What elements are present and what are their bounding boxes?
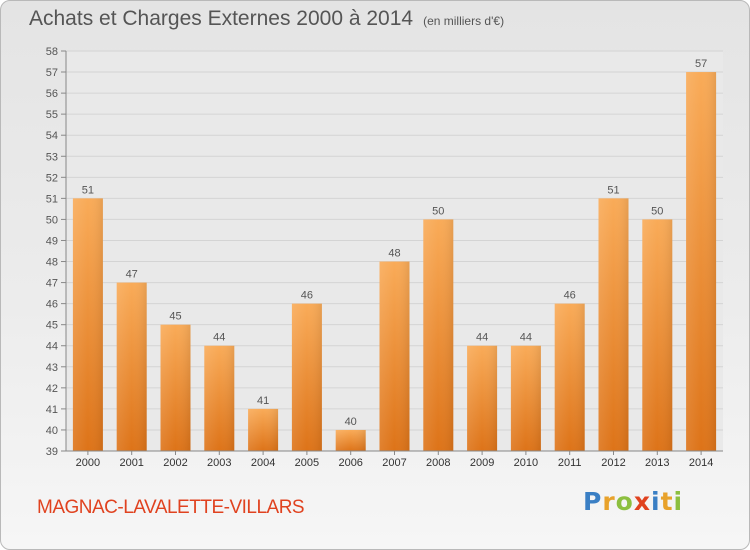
data-label: 50 [432,205,444,217]
y-tick-label: 47 [46,278,58,290]
logo-letter: i [651,487,661,516]
bar-shine [72,198,103,451]
data-label: 45 [169,311,181,323]
chart-subtitle: (en milliers d'€) [423,14,505,28]
bar-shine [204,345,235,451]
y-tick-label: 46 [46,299,58,311]
x-tick-label: 2010 [514,457,538,469]
x-tick-label: 2008 [426,457,450,469]
bar-shine [598,198,629,451]
x-tick-label: 2009 [470,457,494,469]
bar-shine [379,261,410,451]
y-tick-label: 57 [46,67,58,79]
bar-shine [116,282,147,451]
y-tick-label: 43 [46,362,58,374]
y-tick-label: 58 [46,46,58,58]
bar-shine [686,72,717,451]
data-label: 47 [126,269,138,281]
y-tick-label: 39 [46,446,58,458]
bar-shine [248,408,279,451]
y-tick-label: 54 [46,130,58,142]
logo-letter: i [673,487,684,516]
proxiti-logo[interactable]: Proxiti [583,487,683,516]
y-tick-label: 55 [46,109,58,121]
title-text: Achats et Charges Externes 2000 à 2014 [29,7,414,30]
data-label: 46 [564,290,576,302]
x-tick-label: 2007 [382,457,406,469]
data-label: 46 [301,290,313,302]
data-label: 51 [82,184,94,196]
labels-layer: 51 47 45 44 41 46 40 48 50 44 44 46 51 50 57 [82,58,707,428]
x-tick-label: 2006 [338,457,362,469]
logo-letter: o [615,487,634,516]
y-tick-label: 52 [46,172,58,184]
bar-shine [423,219,454,451]
y-tick-label: 53 [46,151,58,163]
chart-title: Achats et Charges Externes 2000 à 2014 (e… [29,7,504,31]
bar-shine [335,429,366,451]
data-label: 44 [476,332,488,344]
x-tick-label: 2001 [119,457,143,469]
x-tick-label: 2002 [163,457,187,469]
y-tick-label: 56 [46,88,58,100]
y-tick-label: 48 [46,257,58,269]
bars-layer [72,72,717,451]
logo-letter: r [602,487,616,516]
x-tick-label: 2014 [689,457,713,469]
logo-letter: x [633,487,651,516]
data-label: 44 [213,332,225,344]
data-label: 44 [520,332,532,344]
bar-shine [160,324,191,451]
bar-shine [510,345,541,451]
y-tick-label: 42 [46,383,58,395]
data-label: 51 [607,184,619,196]
x-tick-label: 2012 [601,457,625,469]
y-tick-label: 51 [46,193,58,205]
data-label: 41 [257,395,269,407]
x-tick-label: 2011 [558,457,582,469]
data-label: 40 [345,416,357,428]
y-tick-label: 50 [46,214,58,226]
bar-shine [642,219,673,451]
x-tick-label: 2000 [76,457,100,469]
x-tick-label: 2004 [251,457,275,469]
bar-shine [554,303,585,451]
x-tick-label: 2005 [295,457,319,469]
x-tick-label: 2003 [207,457,231,469]
y-tick-label: 45 [46,320,58,332]
bar-shine [291,303,322,451]
commune-name: MAGNAC-LAVALETTE-VILLARS [37,497,305,518]
data-label: 57 [695,58,707,70]
data-label: 50 [651,205,663,217]
data-label: 48 [388,248,400,260]
y-tick-label: 44 [46,341,58,353]
x-tick-label: 2013 [645,457,669,469]
y-tick-label: 41 [46,404,58,416]
bar-shine [467,345,498,451]
logo-letter: P [583,487,603,516]
axis-layer: 39 40 41 42 43 44 45 46 47 48 49 50 51 52 53 54 55 56 57 58… [46,46,723,469]
y-tick-label: 40 [46,425,58,437]
y-tick-label: 49 [46,235,58,247]
logo-letter: t [660,487,674,516]
